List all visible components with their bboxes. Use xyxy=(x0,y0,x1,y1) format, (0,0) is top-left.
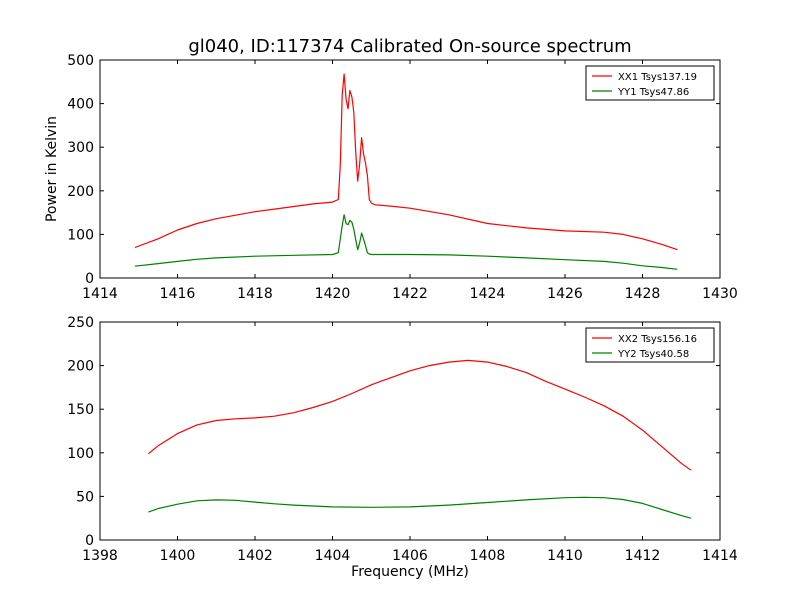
top-y-tick-label: 0 xyxy=(85,271,94,287)
top-x-tick-label: 1430 xyxy=(702,286,738,302)
top-x-tick-label: 1428 xyxy=(625,286,661,302)
bottom-legend-label: YY2 Tsys40.58 xyxy=(617,349,689,360)
bottom-legend-box xyxy=(585,327,715,363)
top-x-tick-label: 1420 xyxy=(315,286,351,302)
bottom-x-tick-label: 1406 xyxy=(392,548,428,564)
top-legend-label: YY1 Tsys47.86 xyxy=(617,87,689,98)
bottom-series-line-xx xyxy=(148,359,692,471)
top-y-tick-label: 300 xyxy=(67,140,94,156)
top-y-tick-label: 100 xyxy=(67,227,94,243)
bottom-legend: XX2 Tsys156.16 YY2 Tsys40.58 xyxy=(585,327,715,363)
top-series-line-xx xyxy=(134,73,678,251)
top-x-tick-label: 1416 xyxy=(160,286,196,302)
bottom-x-tick-label: 1414 xyxy=(702,548,738,564)
bottom-x-tick-label: 1402 xyxy=(237,548,273,564)
bottom-y-tick-label: 0 xyxy=(85,533,94,549)
bottom-plot-panel: 1398 1400 1402 1404 1406 1408 1410 1412 1414 0 50 1… xyxy=(67,315,738,580)
top-y-tick-label: 200 xyxy=(67,184,94,200)
bottom-x-tick-label: 1400 xyxy=(160,548,196,564)
top-y-tick-label: 500 xyxy=(67,53,94,69)
top-x-tick-label: 1414 xyxy=(82,286,118,302)
bottom-series-line-yy xyxy=(148,496,692,519)
bottom-y-tick-label: 200 xyxy=(67,359,94,375)
figure-title: gl040, ID:117374 Calibrated On-source sp… xyxy=(188,36,631,57)
top-x-tick-label: 1418 xyxy=(237,286,273,302)
top-x-tick-label: 1424 xyxy=(470,286,506,302)
top-y-axis-label: Power in Kelvin xyxy=(44,116,60,222)
top-plot-panel: 1414 1416 1418 1420 1422 1424 1426 1428 1430 0 100… xyxy=(44,53,738,302)
top-y-tick-label: 400 xyxy=(67,97,94,113)
bottom-legend-label: XX2 Tsys156.16 xyxy=(618,334,697,345)
bottom-x-tick-label: 1408 xyxy=(470,548,506,564)
top-legend-label: XX1 Tsys137.19 xyxy=(618,72,697,83)
top-x-tick-label: 1426 xyxy=(547,286,583,302)
bottom-y-tick-label: 100 xyxy=(67,446,94,462)
bottom-x-tick-label: 1410 xyxy=(547,548,583,564)
bottom-x-axis-label: Frequency (MHz) xyxy=(351,564,469,580)
bottom-x-tick-label: 1412 xyxy=(625,548,661,564)
bottom-x-tick-label: 1398 xyxy=(82,548,118,564)
top-series-line-yy xyxy=(134,214,678,270)
bottom-y-tick-label: 50 xyxy=(76,489,94,505)
top-legend: XX1 Tsys137.19 YY1 Tsys47.86 xyxy=(585,65,715,101)
bottom-y-tick-label: 250 xyxy=(67,315,94,331)
top-legend-box xyxy=(585,65,715,101)
bottom-x-tick-label: 1404 xyxy=(315,548,351,564)
top-x-tick-label: 1422 xyxy=(392,286,428,302)
bottom-y-tick-label: 150 xyxy=(67,402,94,418)
